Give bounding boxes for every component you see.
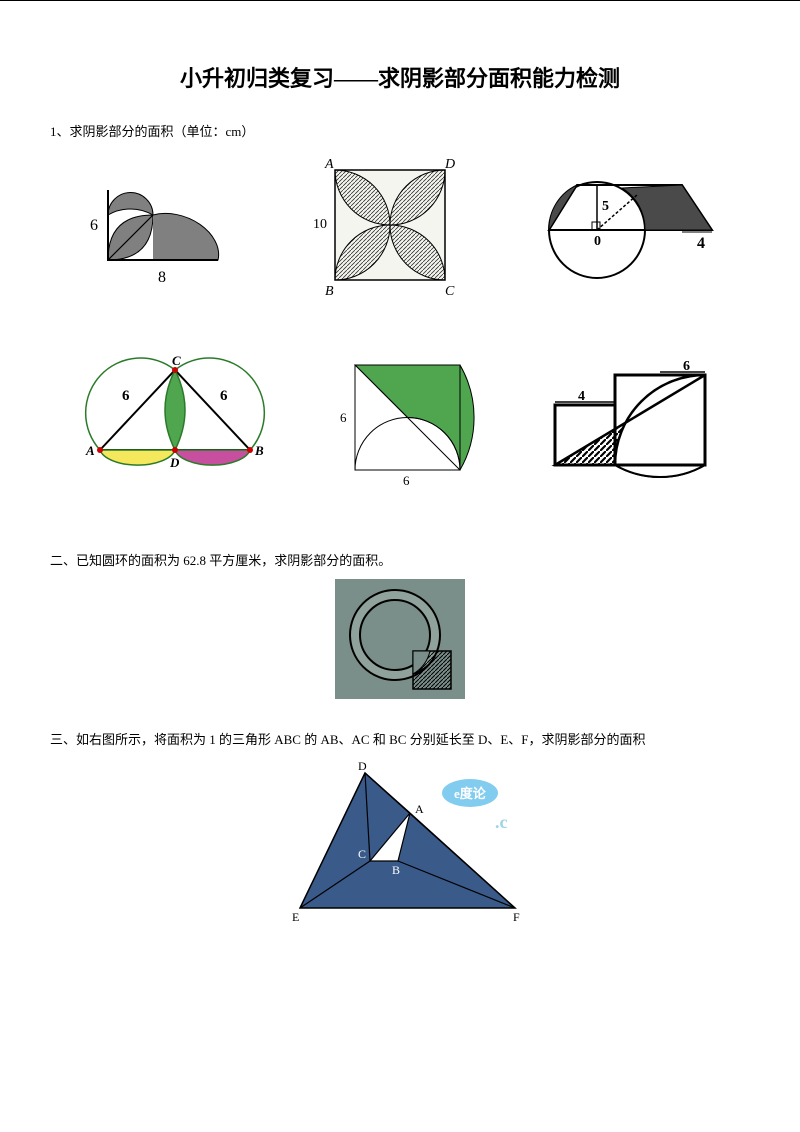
fig2-C: C [445, 284, 455, 299]
fig4-6r: 6 [220, 388, 228, 404]
fig5-6b: 6 [403, 473, 410, 488]
fig4-A: A [85, 443, 95, 458]
figure-3: 5 0 4 [522, 160, 722, 290]
fig4-6l: 6 [122, 388, 130, 404]
problem-2-text: 二、已知圆环的面积为 62.8 平方厘米，求阴影部分的面积。 [50, 550, 750, 569]
fig8-B: B [392, 863, 400, 877]
fig2-D: D [444, 157, 455, 172]
fig8-D: D [358, 759, 367, 773]
fig2-B: B [325, 284, 334, 299]
fig1-label-8: 8 [158, 269, 166, 286]
figure-2: A D B C 10 [295, 150, 465, 300]
figure-row-2: 6 6 A B C D 6 6 [50, 350, 750, 490]
figure-7 [335, 579, 465, 699]
figure-4: 6 6 A B C D [80, 355, 270, 485]
problem-3-text: 三、如右图所示，将面积为 1 的三角形 ABC 的 AB、AC 和 BC 分别延… [50, 729, 750, 748]
figure-row-1: 6 8 A D B C 10 [50, 150, 750, 300]
watermark-url: .c [495, 812, 508, 832]
page-title: 小升初归类复习——求阴影部分面积能力检测 [50, 61, 750, 93]
fig1-label-6: 6 [90, 217, 98, 234]
fig4-B: B [254, 443, 264, 458]
fig3-4: 4 [697, 235, 705, 252]
fig3-5: 5 [602, 199, 609, 214]
figure-8: e度论 .c D A C B E F [270, 758, 530, 928]
fig5-6l: 6 [340, 410, 347, 425]
figure-6: 4 6 [540, 355, 720, 485]
watermark-text: e度论 [454, 786, 487, 801]
fig8-F: F [513, 910, 520, 924]
figure-8-wrap: e度论 .c D A C B E F [50, 758, 750, 928]
fig3-0: 0 [594, 234, 601, 249]
fig8-A: A [415, 802, 424, 816]
fig2-A: A [324, 157, 334, 172]
fig4-D: D [169, 455, 180, 470]
figure-5: 6 6 [330, 350, 480, 490]
figure-1: 6 8 [78, 160, 238, 290]
fig8-E: E [292, 910, 299, 924]
fig4-C: C [172, 355, 181, 368]
fig8-C: C [358, 847, 366, 861]
fig2-10: 10 [313, 217, 327, 232]
figure-7-wrap [50, 579, 750, 699]
problem-1-text: 1、求阴影部分的面积（单位：cm） [50, 121, 750, 140]
